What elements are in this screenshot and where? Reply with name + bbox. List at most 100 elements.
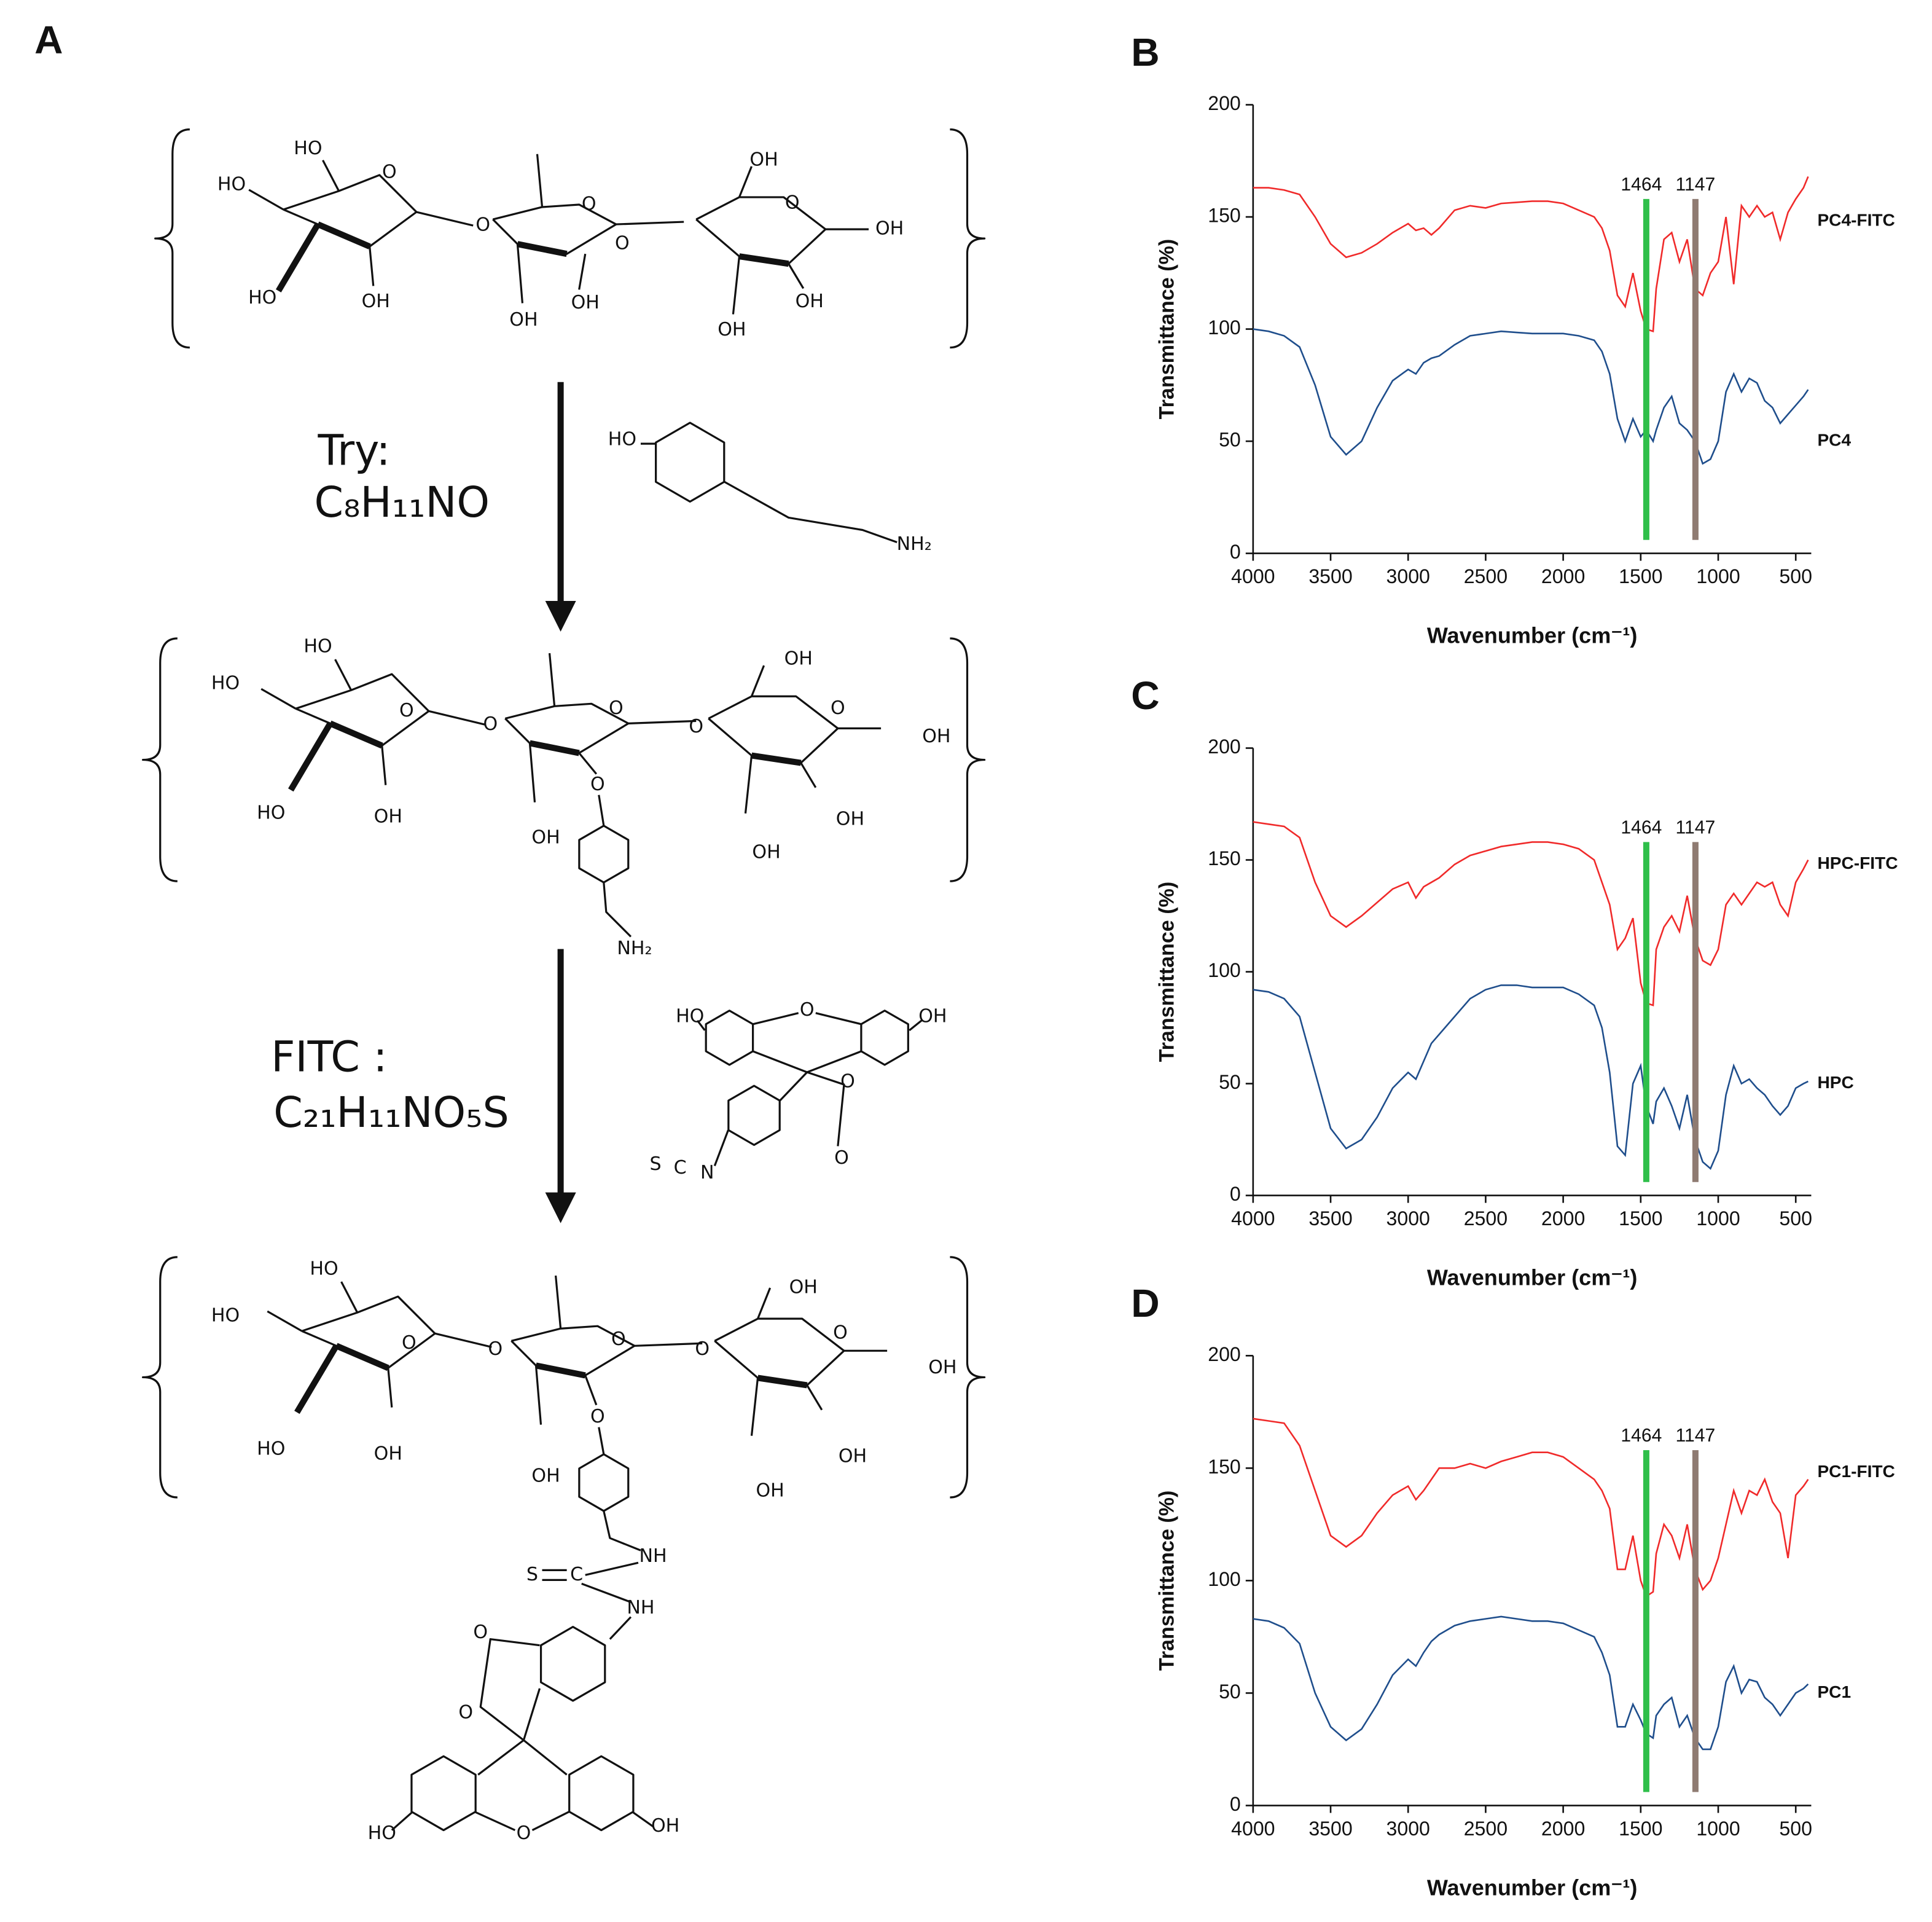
reference-label: 1464: [1621, 175, 1662, 195]
atom-label: OH: [752, 841, 780, 863]
x-axis-label: Wavenumber (cm⁻¹): [1427, 1875, 1638, 1900]
bond: [474, 1811, 516, 1832]
y-tick-label: 100: [1208, 1568, 1241, 1590]
atom-label: O: [611, 1328, 626, 1350]
bond: [492, 203, 617, 255]
bond: [751, 752, 802, 766]
bond: [696, 1019, 706, 1031]
x-axis-label: Wavenumber (cm⁻¹): [1427, 623, 1638, 648]
bond: [535, 1362, 586, 1379]
y-tick-label: 200: [1208, 1343, 1241, 1365]
y-tick-label: 50: [1219, 1681, 1241, 1703]
bond: [428, 710, 486, 726]
atom-label: O: [800, 999, 815, 1021]
bond: [316, 221, 371, 249]
atom-label: OH: [531, 1465, 560, 1486]
y-tick-label: 150: [1208, 205, 1241, 227]
x-tick-label: 4000: [1231, 1818, 1275, 1840]
x-tick-label: 4000: [1231, 1207, 1275, 1230]
series-label: PC1: [1817, 1682, 1851, 1701]
x-tick-label: 3500: [1308, 1818, 1352, 1840]
atom-label: OH: [836, 808, 864, 830]
x-tick-label: 2500: [1464, 1207, 1508, 1230]
atom-label: NH: [639, 1545, 667, 1567]
bond: [806, 1384, 823, 1411]
bond: [860, 1010, 909, 1066]
atom-label: OH: [718, 319, 746, 340]
atom-label: OH: [922, 726, 950, 747]
y-tick-label: 150: [1208, 847, 1241, 869]
atom-label: S: [650, 1153, 662, 1175]
reagent-name: FITC :: [271, 1034, 387, 1082]
bond: [727, 1085, 781, 1146]
bond: [744, 755, 753, 814]
reference-band: [1643, 842, 1649, 1182]
atom-label: O: [840, 1071, 855, 1092]
atom-label: O: [399, 700, 414, 721]
bracket: [154, 128, 190, 349]
atom-label: HO: [248, 287, 276, 308]
bond: [578, 253, 587, 290]
atom-label: HO: [310, 1258, 338, 1279]
y-tick-label: 50: [1219, 1071, 1241, 1093]
bond: [815, 1012, 862, 1026]
atom-label: O: [834, 1147, 849, 1169]
bond: [536, 154, 544, 208]
x-tick-label: 3000: [1386, 1818, 1430, 1840]
atom-label: O: [831, 697, 845, 719]
bond: [598, 794, 605, 826]
atom-label: NH₂: [617, 938, 652, 959]
x-tick-label: 1000: [1696, 1207, 1740, 1230]
x-tick-label: 3500: [1308, 1207, 1352, 1230]
series-label: PC1-FITC: [1817, 1462, 1895, 1481]
bond: [807, 1071, 845, 1147]
atom-label: O: [590, 774, 605, 795]
atom-label: O: [458, 1702, 473, 1724]
bond: [479, 1638, 541, 1741]
panel-label: B: [1131, 30, 1159, 74]
bond: [732, 256, 741, 315]
bond: [329, 720, 383, 749]
atom-label: O: [402, 1332, 417, 1354]
bond: [603, 882, 632, 938]
atom-label: OH: [839, 1445, 867, 1467]
atom-label: OH: [531, 826, 560, 848]
bond: [477, 1739, 525, 1776]
atom-label: HO: [294, 138, 322, 159]
reference-label: 1147: [1676, 1426, 1716, 1446]
bond: [335, 1343, 389, 1371]
bond: [581, 1582, 632, 1603]
x-tick-label: 4000: [1231, 565, 1275, 587]
atom-label: HO: [211, 673, 240, 694]
bond: [757, 1287, 772, 1319]
x-tick-label: 3000: [1386, 1207, 1430, 1230]
bond: [528, 743, 536, 802]
bond: [750, 1378, 759, 1436]
bond: [585, 1561, 639, 1576]
x-tick-label: 2000: [1541, 1207, 1585, 1230]
atom-label: O: [483, 713, 498, 735]
y-tick-label: 200: [1208, 735, 1241, 758]
atom-label: OH: [571, 292, 600, 313]
bond: [724, 480, 898, 544]
atom-label: OH: [756, 1480, 784, 1501]
atom-label: O: [833, 1322, 848, 1344]
bond: [369, 246, 375, 286]
x-tick-label: 500: [1779, 1207, 1812, 1230]
x-tick-label: 2500: [1464, 565, 1508, 587]
y-tick-label: 150: [1208, 1456, 1241, 1478]
bond: [523, 1739, 568, 1776]
series-label: PC4-FITC: [1817, 211, 1895, 230]
atom-label: O: [517, 1822, 531, 1844]
atom-label: HO: [608, 429, 636, 450]
atom-label: HO: [211, 1305, 240, 1327]
atom-label: OH: [509, 309, 538, 331]
x-tick-label: 1500: [1619, 565, 1662, 587]
bond: [416, 211, 474, 227]
bond: [554, 1275, 562, 1329]
bracket: [142, 637, 178, 882]
bond: [779, 1071, 808, 1102]
atom-label: C: [570, 1564, 583, 1585]
bond: [578, 752, 598, 775]
atom-label: HO: [257, 802, 285, 823]
